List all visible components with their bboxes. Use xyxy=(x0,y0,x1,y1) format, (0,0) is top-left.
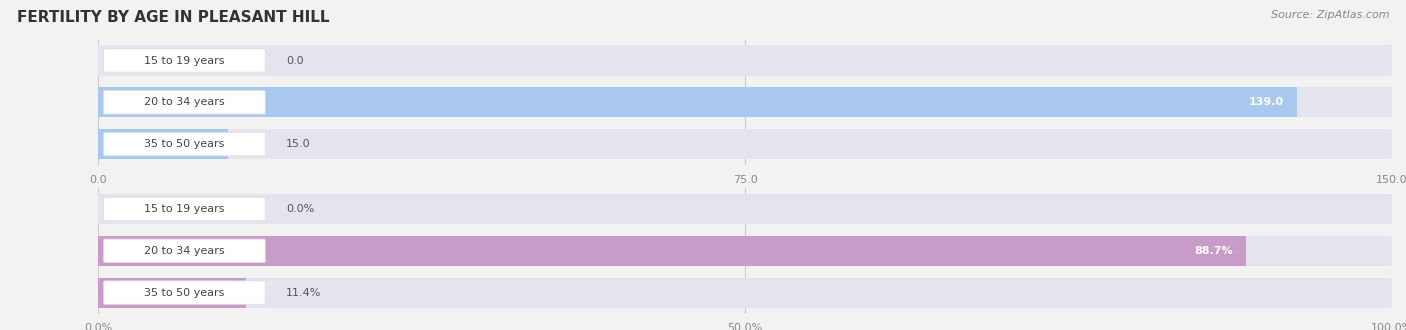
Text: 0.0%: 0.0% xyxy=(285,204,314,214)
Text: 15.0: 15.0 xyxy=(285,139,311,149)
Text: 20 to 34 years: 20 to 34 years xyxy=(145,97,225,107)
Bar xyxy=(98,129,228,159)
Bar xyxy=(98,194,1392,224)
Text: Source: ZipAtlas.com: Source: ZipAtlas.com xyxy=(1271,10,1389,20)
Text: 139.0: 139.0 xyxy=(1249,97,1284,107)
Bar xyxy=(98,129,1392,159)
Bar xyxy=(98,46,1392,76)
Bar xyxy=(98,236,1246,266)
Text: 0.0: 0.0 xyxy=(285,55,304,65)
FancyBboxPatch shape xyxy=(104,239,266,263)
Text: 35 to 50 years: 35 to 50 years xyxy=(145,288,225,298)
Text: 15 to 19 years: 15 to 19 years xyxy=(145,55,225,65)
Text: FERTILITY BY AGE IN PLEASANT HILL: FERTILITY BY AGE IN PLEASANT HILL xyxy=(17,10,329,25)
Text: 88.7%: 88.7% xyxy=(1194,246,1233,256)
Bar xyxy=(98,87,1298,117)
Text: 15 to 19 years: 15 to 19 years xyxy=(145,204,225,214)
Text: 20 to 34 years: 20 to 34 years xyxy=(145,246,225,256)
FancyBboxPatch shape xyxy=(104,281,266,304)
Bar xyxy=(98,278,246,308)
FancyBboxPatch shape xyxy=(104,90,266,114)
Text: 11.4%: 11.4% xyxy=(285,288,322,298)
Bar xyxy=(98,278,1392,308)
Bar xyxy=(98,236,1392,266)
Text: 35 to 50 years: 35 to 50 years xyxy=(145,139,225,149)
Bar xyxy=(98,87,1392,117)
FancyBboxPatch shape xyxy=(104,197,266,221)
FancyBboxPatch shape xyxy=(104,49,266,72)
FancyBboxPatch shape xyxy=(104,132,266,156)
